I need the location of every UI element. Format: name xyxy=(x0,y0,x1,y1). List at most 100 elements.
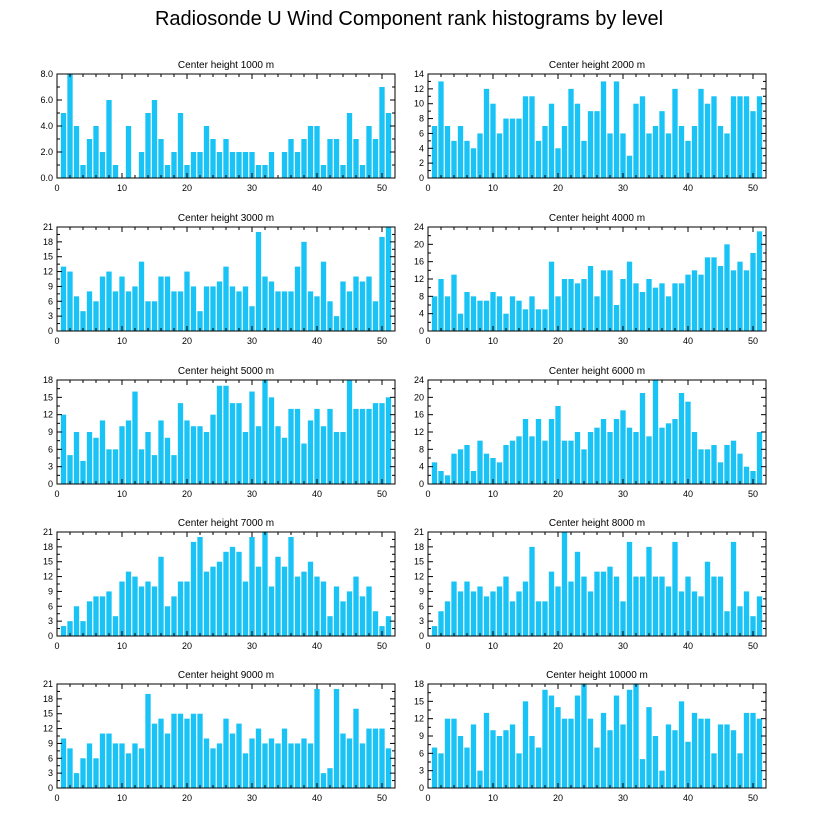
y-tick-label: 3 xyxy=(48,768,53,778)
histogram-bar xyxy=(665,586,672,636)
histogram-bar xyxy=(203,432,210,484)
histogram-bar xyxy=(346,380,353,484)
x-tick-label: 40 xyxy=(683,641,693,651)
histogram-bar xyxy=(379,87,385,178)
histogram-bar xyxy=(756,432,763,484)
y-tick-label: 6 xyxy=(48,296,53,306)
histogram-bar xyxy=(464,581,470,636)
x-tick-label: 10 xyxy=(117,793,127,803)
histogram-bar xyxy=(626,689,633,788)
histogram-bar xyxy=(587,266,594,331)
x-tick-label: 40 xyxy=(312,489,322,499)
histogram-bar xyxy=(73,773,80,788)
histogram-bar xyxy=(516,436,522,484)
histogram-bar xyxy=(99,596,106,636)
y-tick-label: 24 xyxy=(414,222,424,232)
histogram-bar xyxy=(275,291,281,331)
histogram-bar xyxy=(607,432,613,484)
histogram-bar xyxy=(359,281,366,331)
y-tick-label: 18 xyxy=(43,237,53,247)
histogram-bar xyxy=(451,453,457,484)
x-tick-label: 0 xyxy=(425,183,430,193)
histogram-bar xyxy=(639,393,646,484)
histogram-bar xyxy=(294,266,301,331)
histogram-bar xyxy=(190,152,197,178)
x-tick-label: 20 xyxy=(553,793,563,803)
histogram-bar xyxy=(431,296,438,331)
histogram-bar xyxy=(60,266,67,331)
histogram-bar xyxy=(60,626,67,636)
histogram-bar xyxy=(652,126,659,178)
histogram-bar xyxy=(288,408,294,484)
histogram-bar xyxy=(711,576,717,636)
histogram-bar xyxy=(112,616,119,636)
histogram-bar xyxy=(99,152,106,178)
histogram-bar xyxy=(620,601,626,636)
histogram-bar xyxy=(164,733,171,788)
histogram-bar xyxy=(594,747,600,788)
histogram-bar xyxy=(301,738,307,788)
panel-title: Center height 4000 m xyxy=(549,213,645,224)
histogram-bar xyxy=(229,546,236,636)
histogram-bar xyxy=(529,546,535,636)
histogram-bar xyxy=(223,385,229,484)
histogram-bar xyxy=(93,126,99,178)
x-tick-label: 20 xyxy=(182,183,192,193)
histogram-bar xyxy=(607,566,613,636)
y-tick-label: 8 xyxy=(419,114,424,124)
histogram-bar xyxy=(724,611,730,636)
x-tick-label: 20 xyxy=(553,641,563,651)
histogram-bar xyxy=(633,576,639,636)
histogram-bar xyxy=(197,152,203,178)
histogram-bar xyxy=(561,126,568,178)
histogram-bar xyxy=(522,309,529,331)
histogram-panel: Center height 7000 m 0 10 20 30 40 50 0 3 6 9 12 15 1… xyxy=(43,518,396,651)
y-tick-label: 10 xyxy=(414,99,424,109)
x-tick-label: 30 xyxy=(618,183,628,193)
y-tick-label: 4 xyxy=(419,143,424,153)
histogram-bar xyxy=(750,253,756,331)
histogram-panel: Center height 5000 m 0 10 20 30 40 50 0 3 6 9 12 15 1… xyxy=(43,366,396,499)
histogram-bar xyxy=(561,532,568,636)
panel-title: Center height 5000 m xyxy=(178,366,274,377)
histogram-bar xyxy=(548,103,555,178)
histogram-bar xyxy=(301,571,307,636)
histogram-bar xyxy=(93,301,99,331)
histogram-bar xyxy=(711,257,717,331)
histogram-bar xyxy=(346,113,353,178)
histogram-bar xyxy=(80,311,86,331)
y-tick-label: 6 xyxy=(48,753,53,763)
histogram-bar xyxy=(717,462,724,484)
histogram-bar xyxy=(268,397,275,484)
histogram-bar xyxy=(431,462,438,484)
histogram-bar xyxy=(737,453,743,484)
histogram-bar xyxy=(164,276,171,331)
histogram-bar xyxy=(522,96,529,178)
histogram-bar xyxy=(255,165,262,178)
histogram-bar xyxy=(730,96,737,178)
histogram-bar xyxy=(698,88,704,178)
y-tick-label: 0 xyxy=(48,479,53,489)
x-tick-label: 20 xyxy=(553,489,563,499)
histogram-bar xyxy=(451,581,457,636)
histogram-bar xyxy=(548,571,555,636)
y-tick-label: 18 xyxy=(43,542,53,552)
histogram-bar xyxy=(106,733,112,788)
histogram-bar xyxy=(490,292,496,331)
histogram-bar xyxy=(93,437,99,484)
histogram-bar xyxy=(340,432,346,484)
histogram-bar xyxy=(177,113,184,178)
histogram-bar xyxy=(529,736,535,788)
histogram-bar xyxy=(724,133,730,178)
histogram-bar xyxy=(86,139,93,178)
histogram-bar xyxy=(626,261,633,331)
panel-title: Center height 2000 m xyxy=(549,60,645,71)
y-tick-label: 14 xyxy=(414,69,424,79)
histogram-bar xyxy=(249,536,255,636)
histogram-bar xyxy=(509,296,516,331)
x-tick-label: 10 xyxy=(117,641,127,651)
histogram-bar xyxy=(542,309,548,331)
histogram-bar xyxy=(678,591,685,636)
histogram-bar xyxy=(639,292,646,331)
